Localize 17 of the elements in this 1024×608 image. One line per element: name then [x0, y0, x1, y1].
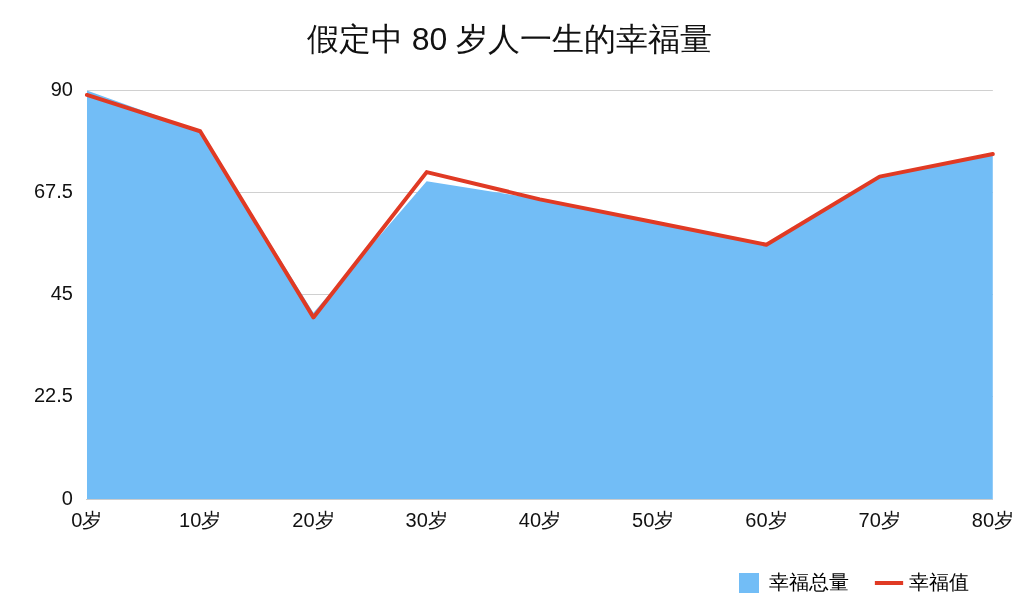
y-tick-label: 45 [50, 282, 73, 305]
chart-title: 假定中 80 岁人一生的幸福量 [306, 21, 713, 58]
y-tick-label: 0 [61, 486, 73, 509]
y-tick-label: 22.5 [33, 384, 73, 407]
x-tick-label: 80岁 [971, 508, 1014, 531]
x-tick-label: 10岁 [179, 508, 222, 531]
x-tick-label: 40岁 [518, 508, 562, 531]
legend-label: 幸福总量 [769, 570, 849, 593]
y-tick-label: 90 [50, 77, 73, 100]
x-tick-label: 70岁 [858, 508, 901, 531]
x-tick-label: 0岁 [71, 508, 103, 531]
x-tick-label: 60岁 [745, 508, 788, 531]
x-tick-label: 30岁 [405, 508, 448, 531]
x-tick-label: 20岁 [292, 508, 335, 531]
y-tick-label: 67.5 [33, 180, 73, 203]
x-tick-label: 50岁 [632, 508, 675, 531]
legend-label: 幸福值 [909, 570, 969, 593]
